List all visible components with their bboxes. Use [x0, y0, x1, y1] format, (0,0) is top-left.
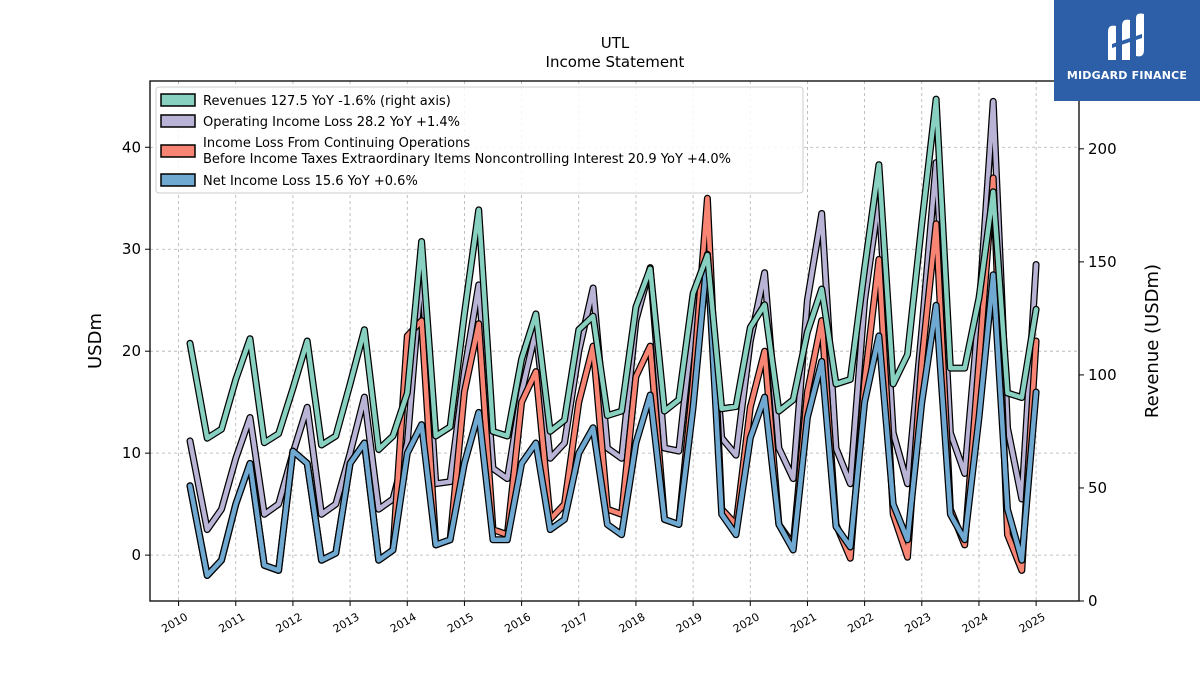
legend-swatch-revenues: [160, 93, 196, 107]
legend-label-revenues: Revenues 127.5 YoY -1.6% (right axis): [203, 94, 451, 109]
x-tick-label: 2020: [731, 610, 762, 635]
y-tick-label: 40: [122, 138, 141, 156]
y-tick-label: 30: [122, 240, 141, 258]
y-right-tick-label: 50: [1088, 479, 1107, 497]
x-tick-label: 2017: [560, 610, 591, 635]
series-line: [187, 99, 1039, 532]
legend-label-pretax-income-line1: Income Loss From Continuing Operations: [203, 136, 470, 151]
x-tick-label: 2024: [960, 610, 991, 635]
legend-label-operating-income: Operating Income Loss 28.2 YoY +1.4%: [203, 115, 460, 130]
axes: 2010 2011 2012 2013 2014 2015 2016 2017 2018 2019…: [122, 138, 1117, 635]
legend-swatch-operating-income: [160, 114, 196, 128]
legend-label-pretax-income-line2: Before Income Taxes Extraordinary Items …: [203, 152, 731, 167]
x-tick-label: 2012: [274, 610, 305, 635]
y-right-tick-label: 0: [1088, 592, 1098, 610]
legend-swatch-pretax-income: [160, 144, 196, 158]
x-tick-label: 2011: [217, 610, 248, 635]
logo-mark-icon: [1108, 13, 1144, 61]
x-tick-label: 2019: [674, 610, 705, 635]
legend-label-net-income: Net Income Loss 15.6 YoY +0.6%: [203, 174, 418, 189]
chart-title: UTL: [601, 34, 630, 52]
legend: Revenues 127.5 YoY -1.6% (right axis) Op…: [155, 86, 804, 194]
y-right-tick-label: 100: [1088, 366, 1117, 384]
y-tick-label: 20: [122, 342, 141, 360]
y-right-tick-label: 200: [1088, 140, 1117, 158]
x-tick-label: 2023: [903, 610, 934, 635]
x-tick-label: 2016: [502, 610, 533, 635]
x-tick-label: 2013: [331, 610, 362, 635]
chart-subtitle: Income Statement: [546, 53, 685, 71]
legend-swatch-net-income: [160, 173, 196, 187]
logo-brand-name: MIDGARD FINANCE: [1066, 69, 1188, 82]
x-tick-label: 2014: [388, 610, 419, 635]
x-tick-label: 2021: [788, 610, 819, 635]
y-tick-label: 0: [131, 546, 141, 564]
brand-logo: MIDGARD FINANCE: [1054, 0, 1200, 101]
y-axis-label: USDm: [85, 313, 106, 369]
x-tick-label: 2025: [1017, 610, 1048, 635]
y-right-tick-label: 150: [1088, 253, 1117, 271]
series-line: [187, 96, 1039, 452]
x-tick-label: 2018: [617, 610, 648, 635]
x-tick-label: 2022: [845, 610, 876, 635]
series-lines: [186, 95, 1040, 579]
x-tick-label: 2015: [445, 610, 476, 635]
plot-frame: [149, 80, 1080, 602]
y-axis-right-label: Revenue (USDm): [1142, 264, 1163, 418]
series-line: [187, 252, 1039, 578]
x-tick-label: 2010: [159, 610, 190, 635]
y-tick-label: 10: [122, 444, 141, 462]
